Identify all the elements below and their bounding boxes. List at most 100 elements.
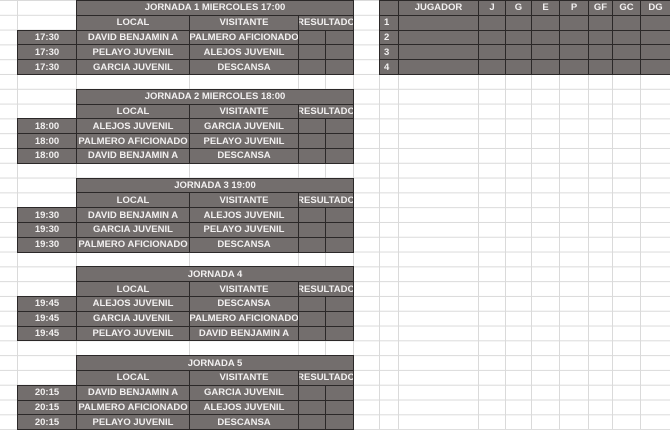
standings-rank[interactable]: 2	[379, 29, 399, 46]
standings-cell[interactable]	[640, 59, 670, 75]
header-resultado[interactable]: RESULTADO	[298, 192, 354, 209]
standings-cell[interactable]	[559, 14, 589, 31]
score-local-input[interactable]	[298, 207, 326, 223]
match-local[interactable]: GARCIA JUVENIL	[76, 59, 190, 75]
standings-cell[interactable]	[478, 14, 506, 31]
match-visitante[interactable]: DESCANSA	[189, 59, 299, 75]
match-local[interactable]: PALMERO AFICIONADO	[76, 133, 190, 149]
match-local[interactable]: GARCIA JUVENIL	[76, 310, 190, 327]
score-local-input[interactable]	[298, 44, 326, 61]
score-visitante-input[interactable]	[325, 118, 354, 135]
header-resultado[interactable]: RESULTADO	[298, 281, 354, 297]
standings-cell[interactable]	[505, 44, 532, 61]
match-time[interactable]: 17:30	[17, 29, 77, 46]
standings-header[interactable]: G	[505, 0, 532, 16]
header-local[interactable]: LOCAL	[76, 103, 190, 120]
match-time[interactable]: 19:45	[17, 325, 77, 342]
header-visitante[interactable]: VISITANTE	[189, 281, 299, 297]
match-time[interactable]: 17:30	[17, 44, 77, 61]
standings-header[interactable]: GF	[588, 0, 613, 16]
standings-cell[interactable]	[559, 44, 589, 61]
match-time[interactable]: 18:00	[17, 118, 77, 135]
match-time[interactable]: 19:30	[17, 236, 77, 253]
header-local[interactable]: LOCAL	[76, 370, 190, 386]
match-local[interactable]: DAVID BENJAMIN A	[76, 148, 190, 164]
standings-header[interactable]: J	[478, 0, 506, 16]
match-visitante[interactable]: DAVID BENJAMIN A	[189, 325, 299, 342]
match-visitante[interactable]: DESCANSA	[189, 296, 299, 312]
score-local-input[interactable]	[298, 384, 326, 401]
standings-cell[interactable]	[531, 59, 560, 75]
standings-cell[interactable]	[398, 44, 479, 61]
standings-cell[interactable]	[559, 59, 589, 75]
standings-cell[interactable]	[505, 14, 532, 31]
match-time[interactable]: 19:30	[17, 207, 77, 223]
standings-cell[interactable]	[588, 29, 613, 46]
match-time[interactable]: 19:45	[17, 310, 77, 327]
standings-cell[interactable]	[640, 14, 670, 31]
match-visitante[interactable]: PALMERO AFICIONADO	[189, 29, 299, 46]
score-visitante-input[interactable]	[325, 325, 354, 342]
standings-cell[interactable]	[640, 29, 670, 46]
standings-cell[interactable]	[588, 44, 613, 61]
standings-cell[interactable]	[505, 29, 532, 46]
match-visitante[interactable]: ALEJOS JUVENIL	[189, 207, 299, 223]
standings-cell[interactable]	[531, 29, 560, 46]
score-local-input[interactable]	[298, 296, 326, 312]
match-visitante[interactable]: GARCIA JUVENIL	[189, 118, 299, 135]
jornada-title[interactable]: JORNADA 1 MIERCOLES 17:00	[76, 0, 354, 16]
score-visitante-input[interactable]	[325, 399, 354, 416]
standings-header[interactable]: GC	[612, 0, 641, 16]
standings-cell[interactable]	[640, 44, 670, 61]
standings-cell[interactable]	[478, 44, 506, 61]
score-local-input[interactable]	[298, 59, 326, 75]
standings-header[interactable]: E	[531, 0, 560, 16]
match-visitante[interactable]: PELAYO JUVENIL	[189, 133, 299, 149]
header-resultado[interactable]: RESULTADO	[298, 14, 354, 31]
score-local-input[interactable]	[298, 222, 326, 238]
match-local[interactable]: DAVID BENJAMIN A	[76, 207, 190, 223]
jornada-title[interactable]: JORNADA 4	[76, 266, 354, 283]
match-time[interactable]: 18:00	[17, 148, 77, 164]
standings-cell[interactable]	[612, 29, 641, 46]
header-local[interactable]: LOCAL	[76, 281, 190, 297]
standings-cell[interactable]	[612, 59, 641, 75]
standings-cell[interactable]	[478, 29, 506, 46]
score-visitante-input[interactable]	[325, 133, 354, 149]
match-visitante[interactable]: PELAYO JUVENIL	[189, 222, 299, 238]
match-time[interactable]: 19:30	[17, 222, 77, 238]
standings-header[interactable]: JUGADOR	[398, 0, 479, 16]
match-time[interactable]: 18:00	[17, 133, 77, 149]
standings-cell[interactable]	[505, 59, 532, 75]
match-local[interactable]: PALMERO AFICIONADO	[76, 399, 190, 416]
header-local[interactable]: LOCAL	[76, 14, 190, 31]
match-visitante[interactable]: DESCANSA	[189, 236, 299, 253]
standings-cell[interactable]	[478, 59, 506, 75]
jornada-title[interactable]: JORNADA 2 MIERCOLES 18:00	[76, 88, 354, 105]
match-local[interactable]: DAVID BENJAMIN A	[76, 29, 190, 46]
match-local[interactable]: PALMERO AFICIONADO	[76, 236, 190, 253]
standings-cell[interactable]	[588, 59, 613, 75]
standings-cell[interactable]	[559, 29, 589, 46]
score-visitante-input[interactable]	[325, 310, 354, 327]
match-visitante[interactable]: DESCANSA	[189, 148, 299, 164]
score-visitante-input[interactable]	[325, 296, 354, 312]
score-visitante-input[interactable]	[325, 236, 354, 253]
standings-cell[interactable]	[398, 29, 479, 46]
header-visitante[interactable]: VISITANTE	[189, 192, 299, 209]
match-local[interactable]: DAVID BENJAMIN A	[76, 384, 190, 401]
match-visitante[interactable]: ALEJOS JUVENIL	[189, 44, 299, 61]
match-local[interactable]: PELAYO JUVENIL	[76, 325, 190, 342]
jornada-title[interactable]: JORNADA 3 19:00	[76, 177, 354, 194]
match-local[interactable]: ALEJOS JUVENIL	[76, 118, 190, 135]
score-visitante-input[interactable]	[325, 207, 354, 223]
score-local-input[interactable]	[298, 148, 326, 164]
match-local[interactable]: ALEJOS JUVENIL	[76, 296, 190, 312]
jornada-title[interactable]: JORNADA 5	[76, 355, 354, 371]
score-local-input[interactable]	[298, 310, 326, 327]
standings-cell[interactable]	[398, 14, 479, 31]
match-local[interactable]: GARCIA JUVENIL	[76, 222, 190, 238]
score-local-input[interactable]	[298, 29, 326, 46]
match-time[interactable]: 17:30	[17, 59, 77, 75]
match-visitante[interactable]: GARCIA JUVENIL	[189, 384, 299, 401]
